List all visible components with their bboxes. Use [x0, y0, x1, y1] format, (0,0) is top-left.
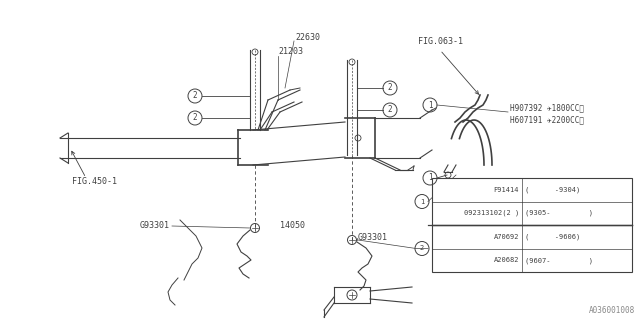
Text: F91414: F91414 — [493, 187, 519, 193]
Text: G93301: G93301 — [140, 221, 170, 230]
Text: 2: 2 — [388, 106, 392, 115]
Bar — [432, 178, 632, 272]
Text: 1: 1 — [428, 173, 432, 182]
Text: 1: 1 — [428, 100, 432, 109]
Text: (9607-         ): (9607- ) — [525, 257, 593, 263]
Text: 2: 2 — [388, 84, 392, 92]
Text: 1: 1 — [420, 198, 424, 204]
Text: A036001008: A036001008 — [589, 306, 635, 315]
Text: 21203: 21203 — [278, 47, 303, 57]
Text: (      -9304): ( -9304) — [525, 187, 580, 193]
Text: FIG.450-1: FIG.450-1 — [72, 178, 117, 187]
Text: 22630: 22630 — [295, 34, 320, 43]
Text: H607191 ✈2200CC〉: H607191 ✈2200CC〉 — [510, 116, 584, 124]
Text: 14050: 14050 — [280, 221, 305, 230]
Text: A20682: A20682 — [493, 257, 519, 263]
Text: 2: 2 — [420, 245, 424, 252]
Text: A70692: A70692 — [493, 234, 519, 240]
Text: 092313102(2 ): 092313102(2 ) — [464, 210, 519, 217]
Text: G93301: G93301 — [358, 234, 388, 243]
Text: 2: 2 — [193, 114, 197, 123]
Text: (      -9606): ( -9606) — [525, 234, 580, 240]
Text: H907392 ✈1800CC〉: H907392 ✈1800CC〉 — [510, 103, 584, 113]
Text: (9305-         ): (9305- ) — [525, 210, 593, 217]
Text: 2: 2 — [193, 92, 197, 100]
Text: FIG.063-1: FIG.063-1 — [418, 37, 463, 46]
